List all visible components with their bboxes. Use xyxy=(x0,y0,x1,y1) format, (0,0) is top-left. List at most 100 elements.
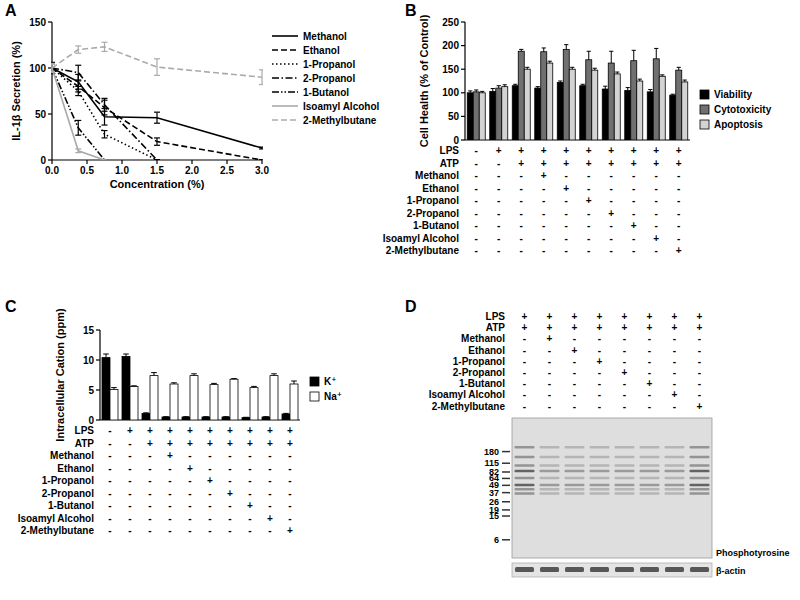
condition-sign: + xyxy=(518,158,524,169)
error-stem xyxy=(51,64,52,71)
condition-sign: + xyxy=(631,158,637,169)
blot-band xyxy=(515,446,535,449)
x-axis-label: Concentration (%) xyxy=(110,178,205,190)
condition-sign: - xyxy=(288,450,291,461)
blot-image xyxy=(512,418,712,558)
legend: K⁺Na⁺ xyxy=(310,376,342,402)
blot-band xyxy=(640,492,660,495)
bar xyxy=(242,418,250,420)
condition-sign: - xyxy=(228,513,231,524)
legend-swatch xyxy=(700,105,709,114)
condition-sign: - xyxy=(497,245,500,256)
error-bar xyxy=(480,91,484,92)
error-bar xyxy=(497,86,501,88)
bar xyxy=(150,376,158,420)
error-bar xyxy=(474,90,478,92)
condition-sign: - xyxy=(208,525,211,536)
marker-dash xyxy=(502,539,510,541)
condition-label: 2-Propanol xyxy=(42,488,94,499)
error-cap xyxy=(75,45,81,46)
error-bar xyxy=(525,67,529,69)
y-tick-label: 150 xyxy=(442,64,459,75)
condition-sign: - xyxy=(565,245,568,256)
condition-sign: - xyxy=(497,195,500,206)
y-tick xyxy=(461,45,465,46)
error-cap xyxy=(75,80,81,81)
condition-label: 1-Butanol xyxy=(459,378,505,389)
error-bar xyxy=(203,416,209,417)
error-cap xyxy=(123,354,129,355)
actin-band xyxy=(615,567,634,572)
condition-sign: + xyxy=(608,158,614,169)
error-cap xyxy=(154,159,160,160)
error-cap xyxy=(593,68,597,69)
error-stem xyxy=(104,42,105,51)
condition-sign: - xyxy=(677,208,680,219)
y-axis-line xyxy=(51,22,52,160)
legend-label: Na⁺ xyxy=(324,391,342,402)
condition-sign: + xyxy=(227,425,233,436)
condition-sign: - xyxy=(108,463,111,474)
error-bar xyxy=(648,89,652,91)
condition-sign: + xyxy=(187,425,193,436)
error-bar xyxy=(491,89,495,92)
blot-band xyxy=(640,488,660,491)
actin-membrane xyxy=(512,563,712,577)
bar xyxy=(282,414,290,420)
error-bar xyxy=(632,50,636,60)
blot-band xyxy=(540,470,560,473)
blot-band xyxy=(690,492,710,495)
condition-sign: - xyxy=(548,356,551,367)
condition-sign: - xyxy=(168,475,171,486)
y-tick xyxy=(96,419,100,420)
condition-sign: - xyxy=(673,378,676,389)
condition-sign: - xyxy=(565,170,568,181)
marker-label: 180 xyxy=(484,447,499,457)
error-bar xyxy=(558,81,562,82)
error-bar xyxy=(564,45,568,50)
actin-band xyxy=(515,567,534,572)
error-cap xyxy=(75,86,81,87)
condition-sign: + xyxy=(287,425,293,436)
condition-sign: - xyxy=(623,389,626,400)
condition-sign: - xyxy=(228,450,231,461)
blot-band xyxy=(515,456,535,459)
condition-sign: - xyxy=(673,333,676,344)
blot-band xyxy=(540,488,560,491)
condition-sign: - xyxy=(587,170,590,181)
condition-label: Isoamyl Alcohol xyxy=(429,389,506,400)
x-tick-label: 0.5 xyxy=(80,165,94,176)
error-cap xyxy=(102,98,108,99)
error-stem xyxy=(633,50,634,60)
blot-band xyxy=(615,492,635,495)
error-bar xyxy=(154,112,160,123)
blot-band xyxy=(590,484,610,487)
error-cap xyxy=(102,159,108,160)
condition-sign: - xyxy=(587,245,590,256)
condition-sign: + xyxy=(622,367,628,378)
condition-sign: + xyxy=(207,475,213,486)
plot-area xyxy=(467,45,688,140)
y-tick-label: 100 xyxy=(442,87,459,98)
error-stem xyxy=(543,48,544,52)
condition-sign: - xyxy=(623,345,626,356)
blot-band xyxy=(640,477,660,480)
marker-dash xyxy=(502,451,510,453)
condition-sign: - xyxy=(648,356,651,367)
condition-sign: - xyxy=(148,525,151,536)
error-bar xyxy=(468,91,472,93)
blot-band xyxy=(540,456,560,459)
error-cap xyxy=(102,42,108,43)
x-tick-label: 2.5 xyxy=(220,165,234,176)
blot-band xyxy=(540,492,560,495)
condition-sign: + xyxy=(653,158,659,169)
legend-label: Viability xyxy=(714,89,753,100)
bar xyxy=(541,52,547,140)
condition-label: Ethanol xyxy=(422,183,459,194)
error-cap xyxy=(648,89,652,90)
x-tick xyxy=(226,160,227,164)
error-cap xyxy=(263,416,269,417)
bar xyxy=(524,69,530,140)
bar xyxy=(110,389,118,420)
blot-band xyxy=(515,484,535,487)
